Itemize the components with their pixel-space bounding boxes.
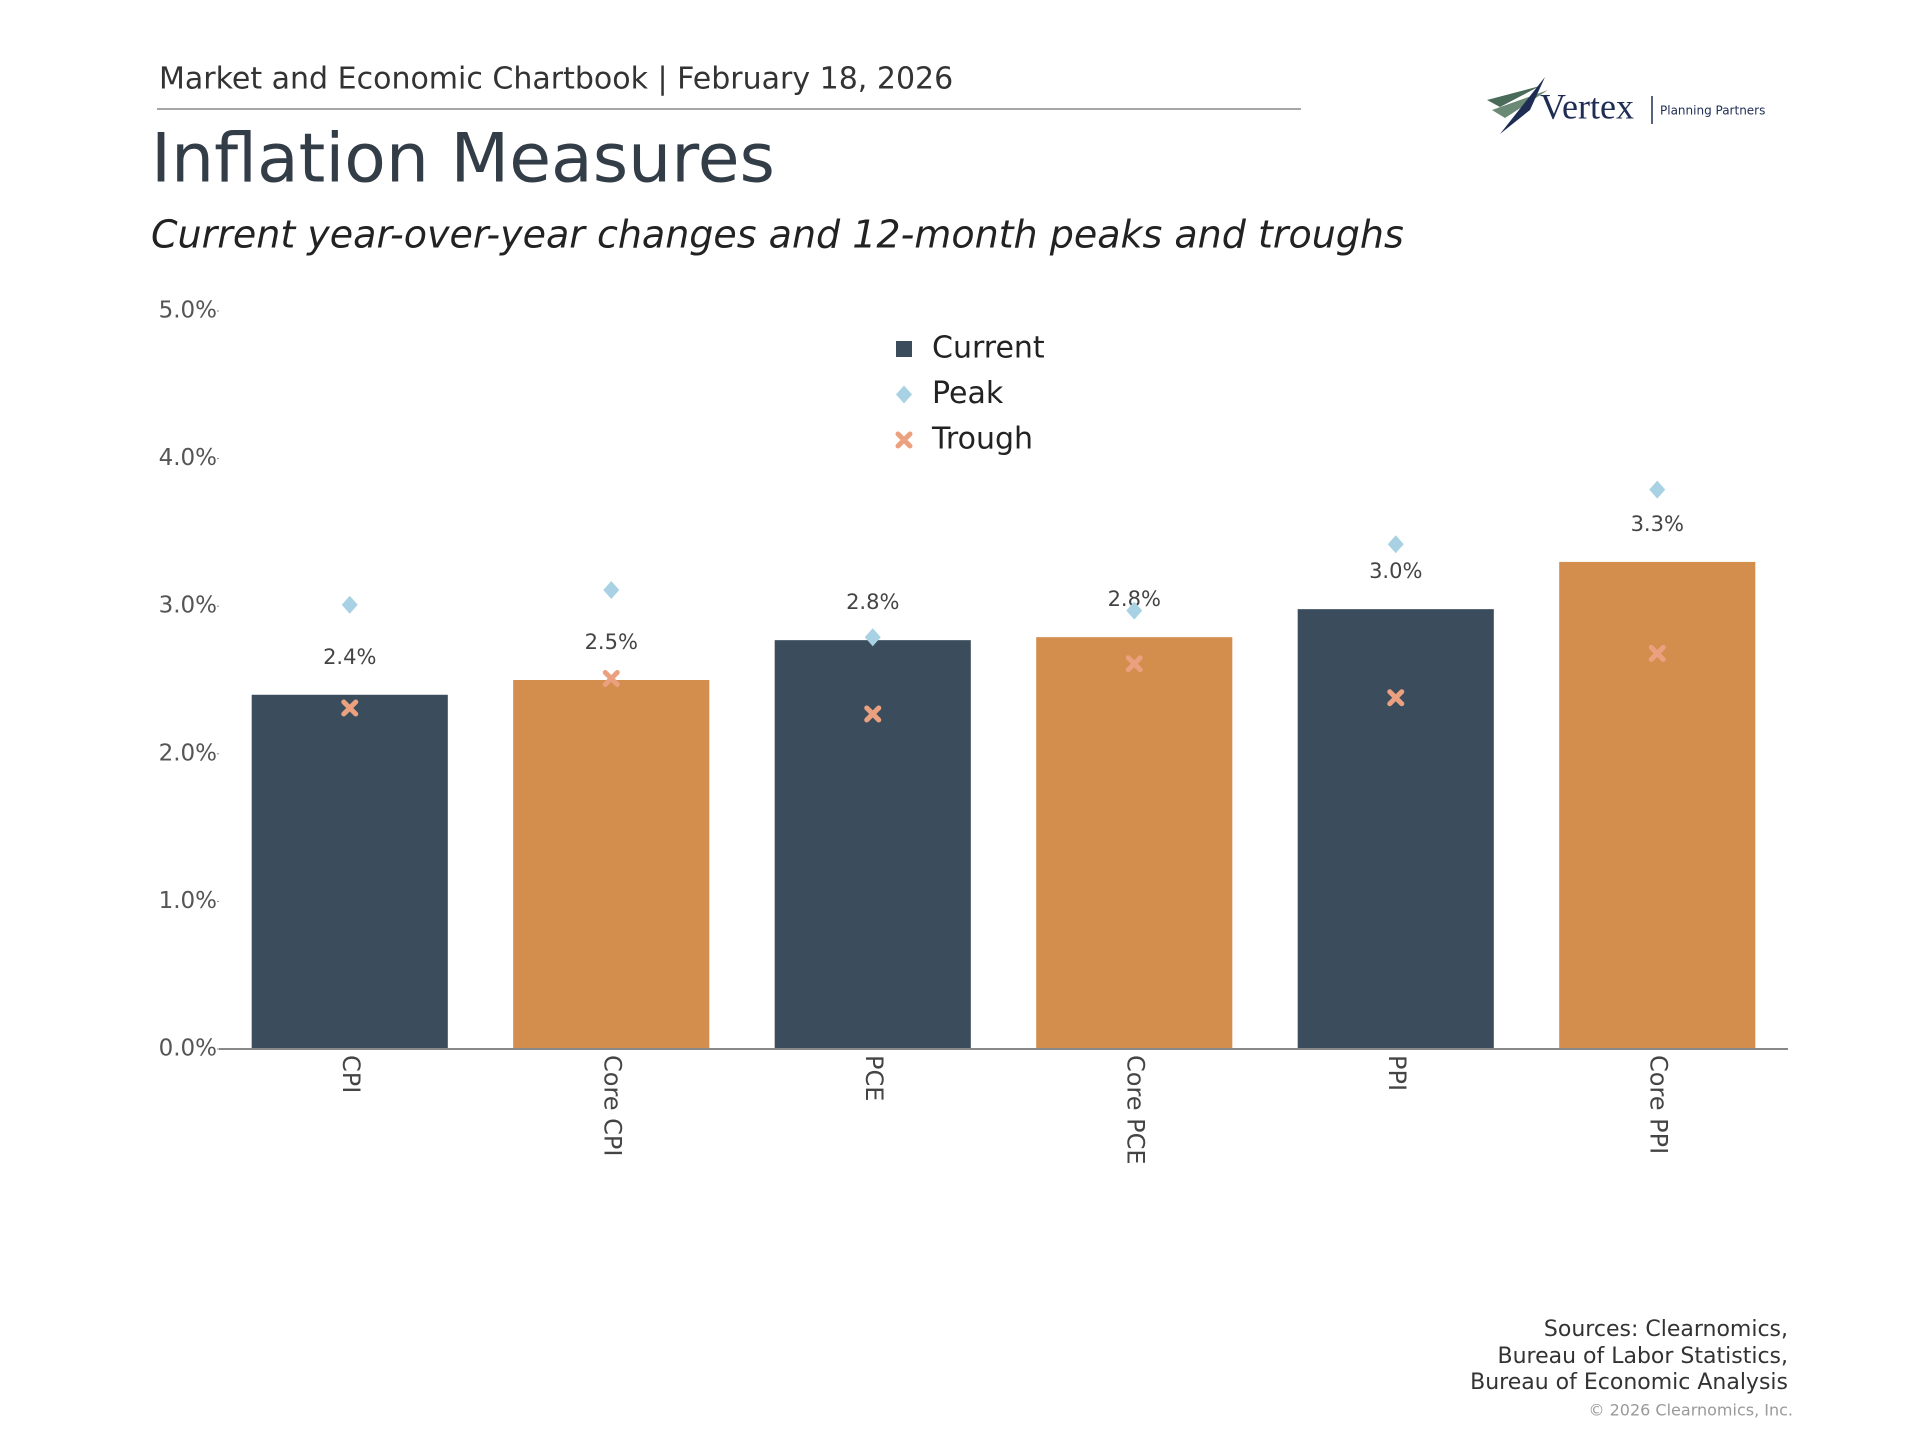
- y-tick-label: 1.0%: [159, 888, 217, 914]
- data-label: 3.3%: [1631, 512, 1684, 536]
- x-tick-label: PPI: [1383, 1055, 1411, 1091]
- header: Market and Economic Chartbook | February…: [159, 62, 953, 97]
- x-tick-label: Core PPI: [1644, 1055, 1672, 1154]
- y-tick-label: 0.0%: [159, 1036, 217, 1062]
- source-line: Bureau of Labor Statistics,: [1497, 1344, 1788, 1369]
- y-tick-label: 4.0%: [159, 445, 217, 471]
- data-label: 2.8%: [846, 590, 899, 614]
- y-tick-label: 3.0%: [159, 593, 217, 619]
- bar: [251, 694, 448, 1049]
- x-tick-label: CPI: [337, 1055, 365, 1093]
- x-tick-label: PCE: [860, 1055, 888, 1101]
- chart: 0.0%1.0%2.0%3.0%4.0%5.0%2.4%2.5%2.8% 2.8%…: [159, 298, 1788, 1165]
- trough-marker: [864, 705, 882, 723]
- peak-marker: [341, 595, 358, 614]
- chart-title: Inflation Measures: [151, 120, 775, 199]
- peak-marker: [603, 580, 620, 599]
- legend-label: Current: [932, 331, 1045, 366]
- logo-tagline: Planning Partners: [1660, 104, 1765, 118]
- logo-mark: [1500, 77, 1545, 134]
- legend-label: Peak: [932, 376, 1004, 411]
- bar: [1559, 561, 1756, 1049]
- bar: [774, 640, 971, 1049]
- legend-swatch: [896, 341, 912, 357]
- trough-marker: [602, 670, 620, 688]
- logo: Vertex Planning Partners: [1487, 77, 1765, 134]
- y-tick-label: 5.0%: [159, 298, 217, 324]
- data-label: 2.4%: [323, 645, 376, 669]
- peak-marker: [1649, 480, 1666, 499]
- peak-marker: [1387, 535, 1404, 554]
- chart-subtitle: Current year-over-year changes and 12-mo…: [151, 213, 1404, 257]
- y-tick-label: 2.0%: [159, 740, 217, 766]
- bar: [1297, 609, 1494, 1049]
- logo-name: Vertex: [1540, 86, 1634, 126]
- bar: [1036, 637, 1233, 1049]
- data-label: 3.0%: [1369, 559, 1422, 583]
- source-line: Sources: Clearnomics,: [1544, 1317, 1788, 1342]
- x-tick-label: Core PCE: [1121, 1055, 1149, 1165]
- data-label: 2.5%: [585, 630, 638, 654]
- peak-marker: [1126, 601, 1143, 620]
- x-tick-label: Core CPI: [598, 1055, 626, 1156]
- trough-marker: [341, 699, 359, 717]
- legend-label: Trough: [931, 422, 1033, 457]
- peak-marker: [864, 628, 881, 647]
- trough-marker: [1125, 655, 1143, 673]
- source-line: Bureau of Economic Analysis: [1470, 1370, 1788, 1395]
- copyright: © 2026 Clearnomics, Inc.: [1589, 1401, 1793, 1420]
- trough-marker: [895, 431, 913, 449]
- logo-mark: [1487, 86, 1540, 107]
- peak-marker: [896, 385, 912, 404]
- trough-marker: [1387, 689, 1405, 707]
- trough-marker: [1648, 644, 1666, 662]
- bar: [513, 680, 710, 1049]
